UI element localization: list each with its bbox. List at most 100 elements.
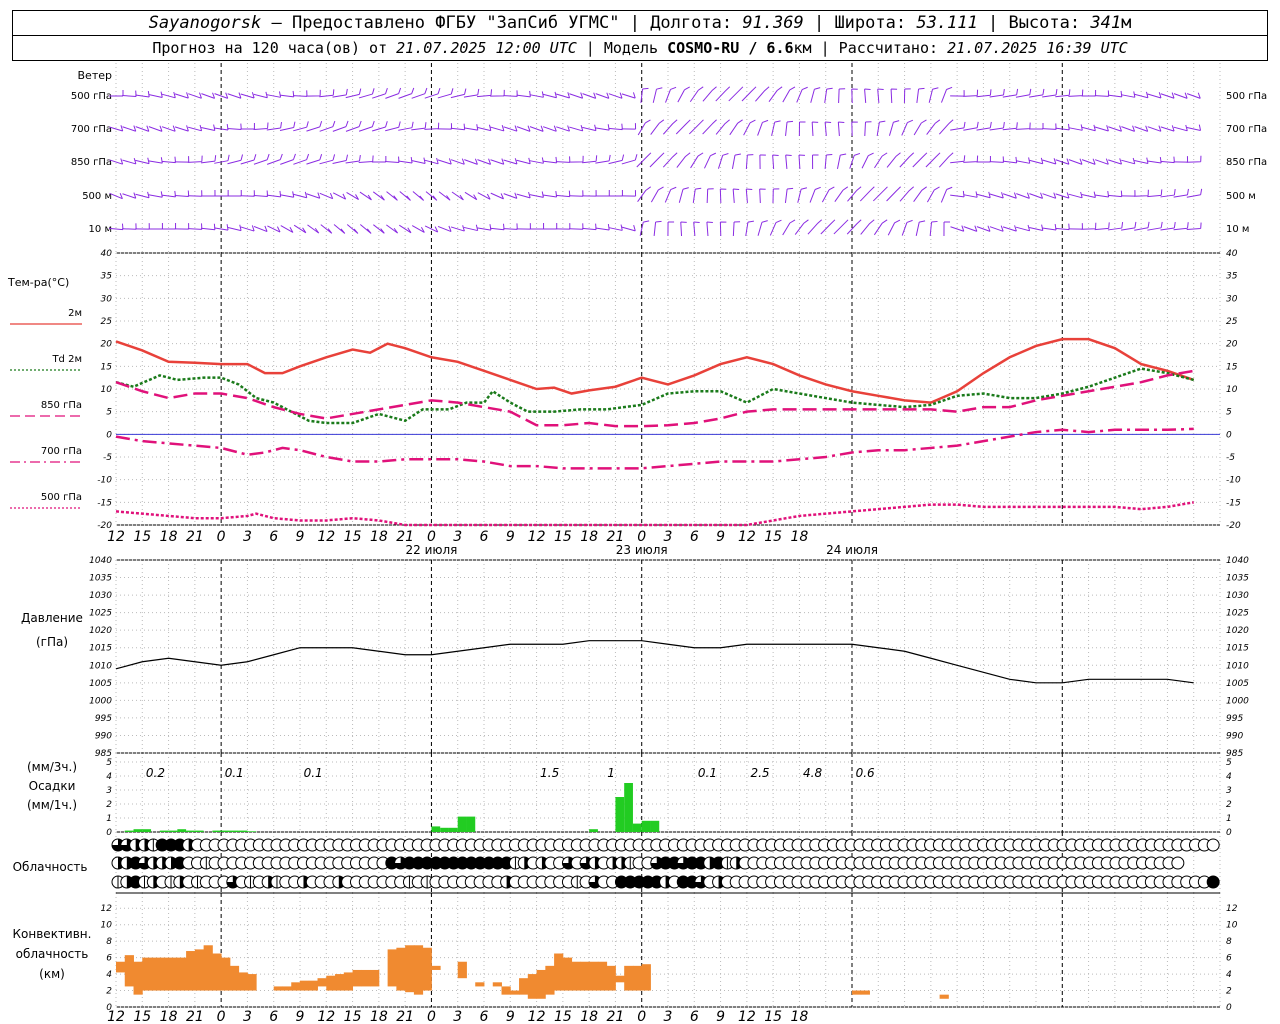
wind-barb [1147, 92, 1162, 99]
wind-barb [174, 156, 190, 163]
wind-barb [903, 88, 911, 104]
ytick-left-pres: 1030 [89, 591, 112, 601]
cloud-fill [438, 857, 451, 869]
precip-bar [168, 830, 178, 832]
xtick-bottom: 15 [344, 1009, 362, 1024]
wind-barb [950, 121, 966, 131]
wind-barb [608, 123, 623, 131]
wind-level-right: 850 гПа [1226, 157, 1267, 168]
wind-barb [411, 87, 428, 99]
ytick-right-temp: 20 [1226, 340, 1238, 350]
cloud-symbol [173, 856, 187, 870]
wind-barb [1160, 189, 1176, 198]
conv-title-2: облачность [16, 947, 89, 961]
wind-barb [582, 155, 598, 164]
cloud-symbol [438, 856, 452, 870]
wind-barb [680, 221, 687, 237]
init-time: 21.07.2025 12:00 UTC [396, 39, 577, 57]
wind-barb [888, 120, 900, 136]
xtick-bottom: 21 [186, 1009, 204, 1024]
temp-legend-label: 850 гПа [41, 400, 82, 411]
ytick-left-pres: 985 [95, 749, 112, 759]
ytick-left-conv: 2 [106, 987, 112, 997]
xtick-mid: 21 [607, 529, 625, 545]
wind-barb [637, 119, 651, 136]
wind-barb [689, 86, 704, 103]
wind-barb [1068, 223, 1083, 230]
wind-barb [821, 186, 835, 203]
wind-barb [384, 156, 400, 164]
wind-barb [717, 153, 729, 169]
conv-bar [405, 945, 415, 993]
ytick-right-temp: 0 [1226, 430, 1232, 440]
ytick-left-conv: 6 [106, 954, 112, 964]
conv-bar [300, 980, 310, 991]
wind-barb [1068, 191, 1083, 199]
wind-barb [926, 119, 941, 135]
wind-barb [1120, 190, 1136, 197]
cloud-symbol [243, 875, 257, 889]
wind-barb [267, 225, 281, 233]
cloud-fill [615, 876, 628, 888]
ytick-left-temp: 5 [106, 408, 112, 418]
cloud-fill [456, 857, 469, 869]
wind-barb [772, 154, 779, 170]
wind-barb [1173, 222, 1189, 231]
wind-barb [279, 191, 295, 198]
wind-barb [529, 91, 544, 98]
wind-barb [1055, 158, 1070, 165]
wind-barb [319, 154, 336, 165]
wind-barb [950, 225, 965, 232]
wind-barb [1002, 192, 1017, 199]
wind-barb [890, 88, 898, 104]
wind-title: Ветер [78, 69, 112, 82]
wind-barb [728, 86, 744, 102]
conv-bar [589, 961, 599, 991]
conv-bar [641, 964, 651, 991]
model-unit: км [793, 39, 812, 57]
conv-bar [527, 974, 538, 999]
wind-barb [1147, 221, 1163, 231]
conv-bar [168, 957, 178, 991]
wind-barb [1094, 222, 1110, 231]
wind-barb [836, 153, 847, 169]
xtick-bottom: 18 [791, 1009, 809, 1024]
wind-barb [608, 154, 625, 165]
wind-barb [424, 87, 441, 99]
day-label: 22 июля [405, 543, 457, 557]
xtick-mid: 12 [738, 529, 756, 545]
conv-bar [554, 953, 564, 991]
cloud-symbol [111, 838, 125, 852]
wind-barb [794, 219, 809, 235]
wind-barb [161, 125, 176, 132]
wind-barb [976, 225, 991, 232]
wind-barb [810, 87, 821, 103]
cloud-fill [112, 839, 124, 851]
precip-total: 0.1 [225, 766, 244, 780]
temp-legend-label: 2м [68, 308, 82, 319]
wind-barb [109, 158, 124, 165]
ytick-left-pres: 990 [95, 731, 112, 741]
wind-barb [963, 89, 979, 97]
wind-barb [1160, 125, 1175, 132]
ytick-right-conv: 12 [1226, 904, 1238, 914]
wind-barb [1042, 224, 1057, 231]
wind-barb [280, 225, 294, 233]
ytick-left-temp: -15 [97, 498, 112, 508]
ytick-right-prec: 3 [1226, 786, 1232, 796]
wind-barb [529, 191, 544, 198]
wind-barb [1186, 222, 1202, 230]
wind-barb [782, 86, 796, 103]
wind-barb [703, 152, 717, 169]
xtick-mid: 3 [243, 529, 252, 545]
wind-barb [950, 90, 965, 97]
wind-barb [385, 87, 402, 99]
wind-barb [358, 88, 375, 99]
wind-barb [1121, 157, 1136, 165]
wind-barb [437, 123, 453, 130]
wind-barb [174, 92, 189, 99]
precip-bar [641, 820, 651, 832]
wind-barb [582, 190, 597, 197]
wind-barb [253, 153, 270, 165]
precip-total: 0.2 [146, 766, 165, 780]
